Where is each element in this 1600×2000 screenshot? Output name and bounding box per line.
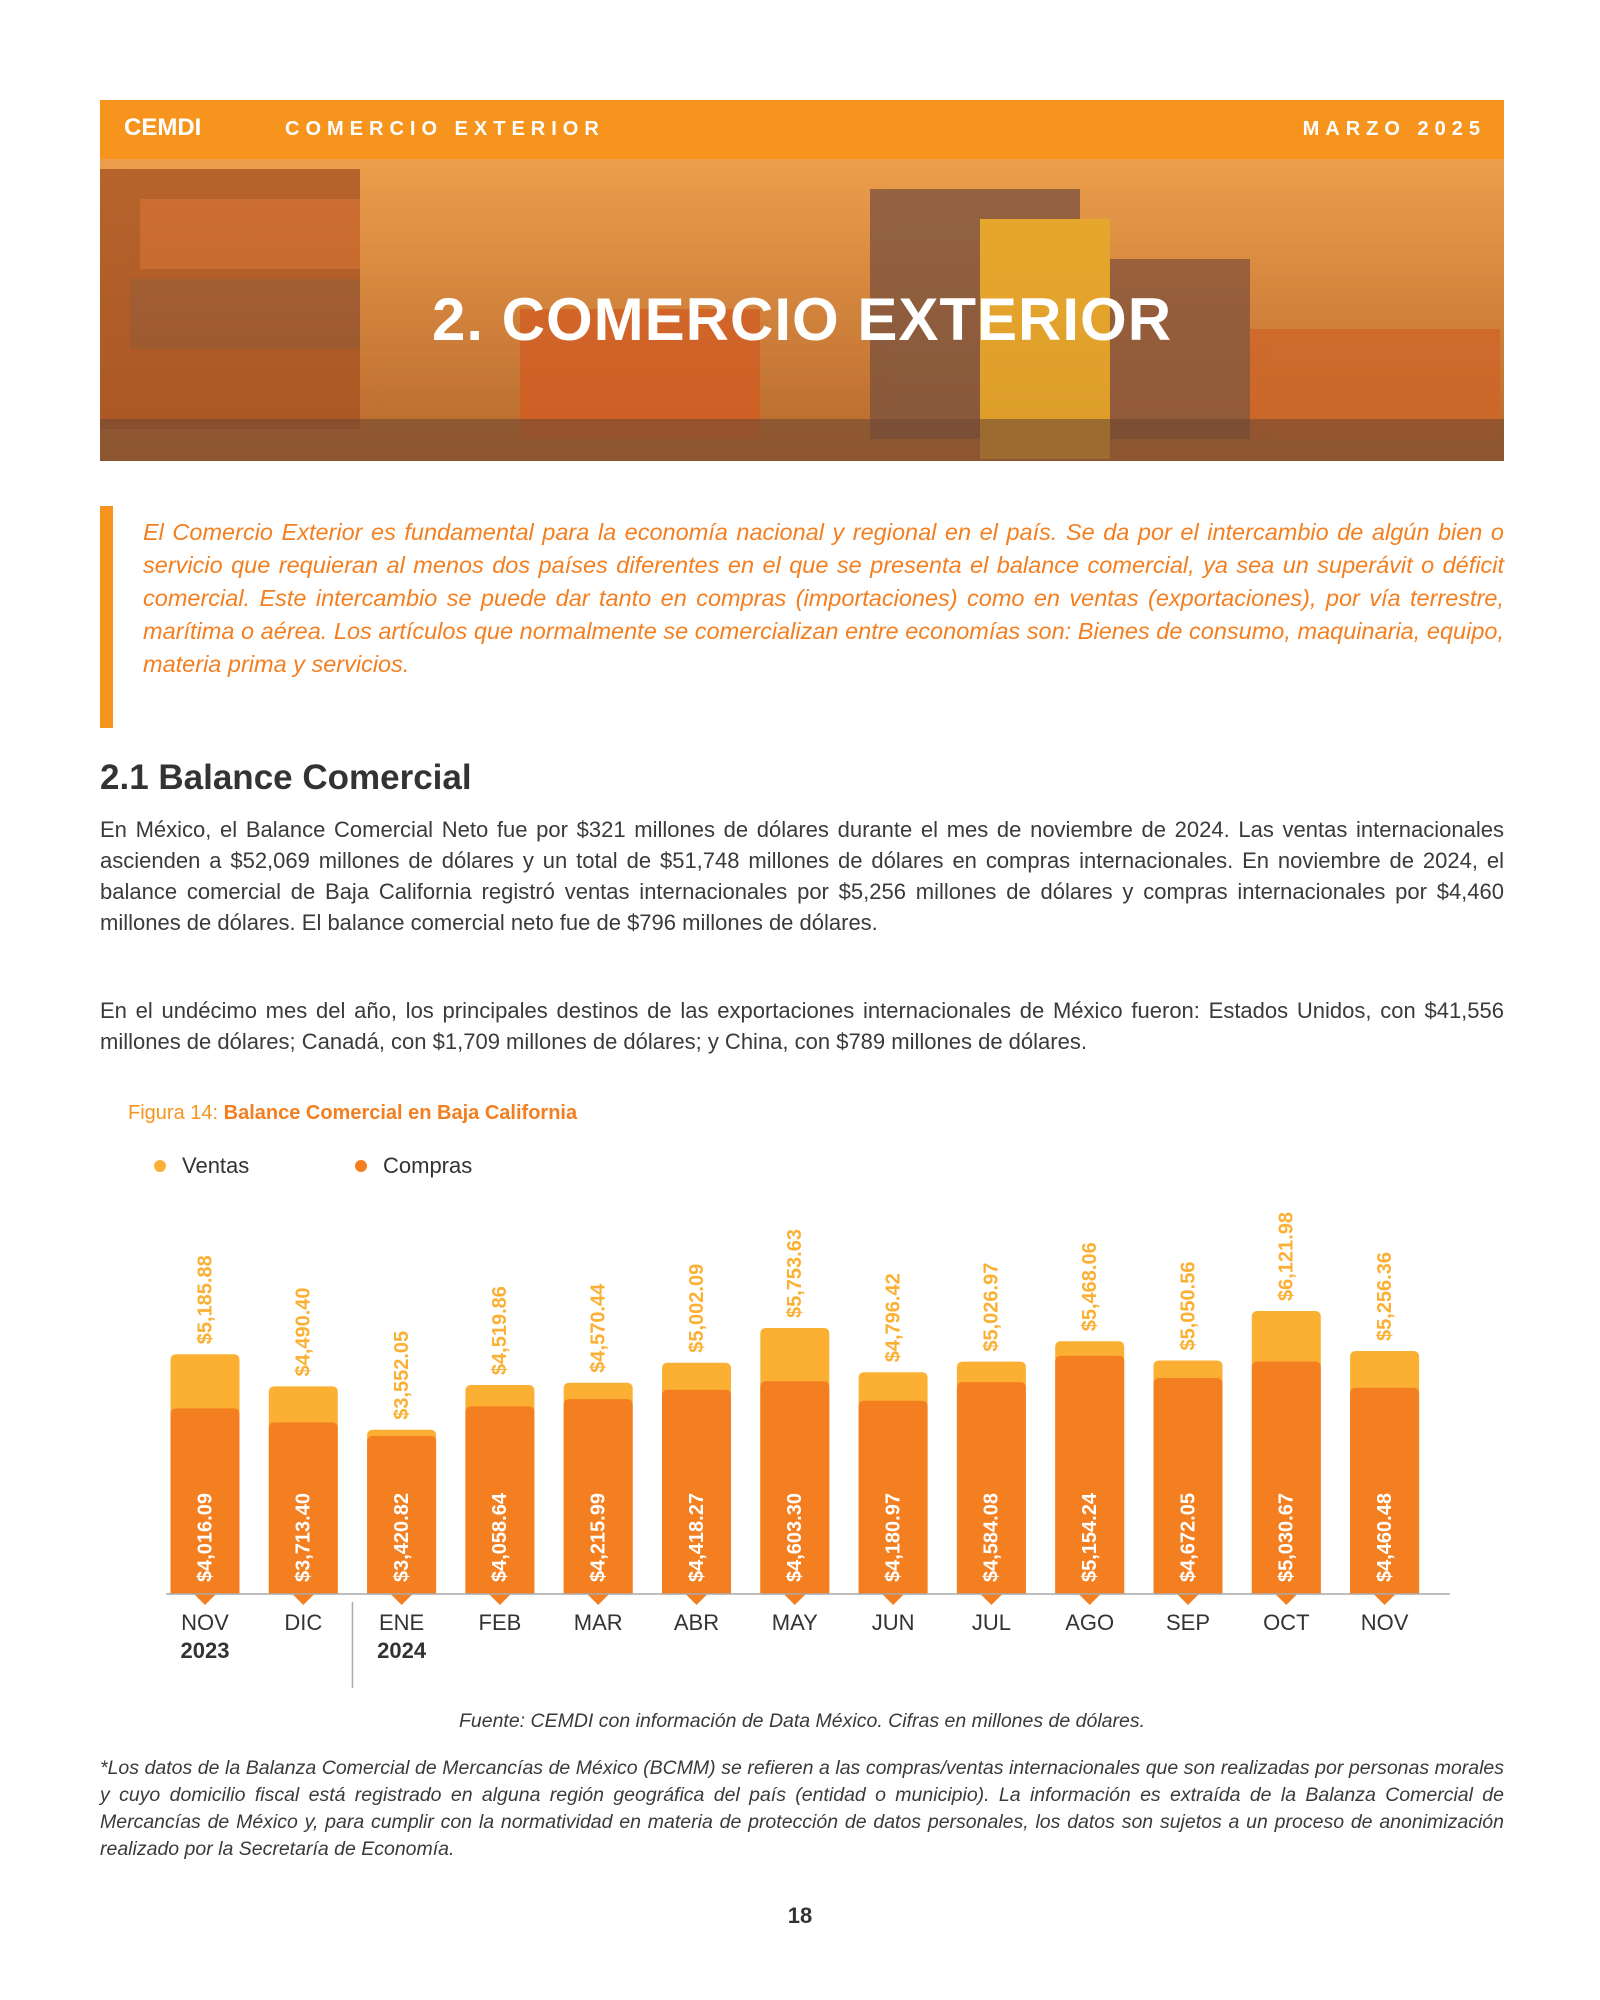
bar-pointer [488, 1594, 511, 1605]
legend-marker [154, 1160, 166, 1172]
quote-bar [100, 506, 113, 728]
value-label: $4,016.09 [194, 1493, 216, 1582]
logo: CEMDI [124, 114, 202, 141]
bar [1251, 1361, 1321, 1594]
source-note: Fuente: CEMDI con información de Data Mé… [458, 1710, 1146, 1732]
bar-pointer [292, 1594, 315, 1605]
bar-pointer [980, 1594, 1003, 1605]
bar [1350, 1387, 1420, 1594]
x-group-label: 2023 [181, 1638, 230, 1663]
x-tick-label: MAY [772, 1610, 818, 1635]
value-label: $4,796.42 [882, 1273, 904, 1362]
x-tick-label: JUN [872, 1610, 915, 1635]
value-label: $3,420.82 [391, 1493, 413, 1582]
footnote: *Los datos de la Balanza Comercial de Me… [100, 1757, 1504, 1860]
bar [956, 1382, 1026, 1594]
bar-pointer [390, 1594, 413, 1605]
bar [662, 1389, 731, 1594]
page-number: 18 [787, 1903, 813, 1928]
value-label: $5,468.06 [1079, 1242, 1101, 1331]
paragraph: En el undécimo mes del año, los principa… [100, 998, 1504, 1054]
value-label: $4,180.97 [882, 1493, 904, 1582]
value-label: $5,002.09 [686, 1264, 708, 1353]
bar-pointer [587, 1594, 610, 1605]
legend-label: Compras [383, 1153, 472, 1178]
value-label: $3,552.05 [391, 1331, 413, 1420]
bar [1055, 1355, 1125, 1594]
figure-label: Figura 14: [128, 1102, 219, 1124]
x-tick-label: FEB [479, 1610, 522, 1635]
x-tick-label: NOV [1361, 1610, 1409, 1635]
legend-marker [355, 1160, 367, 1172]
bar [268, 1422, 338, 1594]
value-label: $5,256.36 [1374, 1252, 1396, 1341]
bar [170, 1408, 240, 1594]
bar-pointer [882, 1594, 905, 1605]
value-label: $4,603.30 [784, 1493, 806, 1582]
value-label: $4,490.40 [293, 1287, 315, 1376]
figure-caption: Figura 14: Balance Comercial en Baja Cal… [128, 1102, 577, 1125]
x-tick-label: MAR [574, 1610, 623, 1635]
legend-label: Ventas [182, 1153, 249, 1178]
x-group-label: 2024 [377, 1638, 427, 1663]
value-label: $3,713.40 [293, 1493, 315, 1582]
value-label: $4,460.48 [1374, 1493, 1396, 1582]
bar [1153, 1378, 1223, 1594]
bar-pointer [194, 1594, 216, 1605]
bar-pointer [1275, 1594, 1298, 1605]
banner-image [100, 159, 1504, 461]
x-tick-label: ABR [674, 1610, 719, 1635]
value-label: $5,154.24 [1079, 1492, 1101, 1582]
intro-quote: El Comercio Exterior es fundamental para… [143, 519, 1504, 677]
bar-pointer [1177, 1594, 1199, 1605]
x-tick-label: OCT [1263, 1610, 1309, 1635]
header-date: MARZO 2025 [1302, 118, 1486, 140]
chart-title: Balance Comercial en Baja California [223, 1102, 578, 1124]
value-label: $5,185.88 [194, 1255, 216, 1344]
bar [858, 1400, 928, 1594]
value-label: $4,215.99 [587, 1493, 609, 1582]
bar [465, 1406, 535, 1594]
bar [563, 1399, 633, 1594]
x-tick-label: SEP [1166, 1610, 1210, 1635]
bar-pointer [685, 1594, 708, 1605]
x-tick-label: ENE [379, 1610, 424, 1635]
x-tick-label: DIC [284, 1610, 322, 1635]
header-bar: CEMDI COMERCIO EXTERIOR MARZO 2025 [100, 100, 1504, 159]
value-label: $4,519.86 [489, 1286, 511, 1375]
header-section: COMERCIO EXTERIOR [285, 118, 605, 140]
value-label: $4,584.08 [981, 1493, 1003, 1582]
value-label: $4,570.44 [587, 1283, 609, 1373]
x-tick-label: JUL [972, 1610, 1011, 1635]
chart: Ventas Compras $5,185.88 $4,016.09 NOV 2023 $4… [154, 1153, 1450, 1688]
bar-pointer [1078, 1594, 1101, 1605]
bar [367, 1435, 437, 1594]
section-heading: 2.1 Balance Comercial [100, 758, 472, 797]
x-tick-label: NOV [181, 1610, 229, 1635]
bar [760, 1381, 830, 1594]
value-label: $5,030.67 [1276, 1493, 1298, 1582]
paragraph: En México, el Balance Comercial Neto fue… [100, 817, 1504, 935]
banner-title: 2. COMERCIO EXTERIOR [431, 286, 1173, 353]
value-label: $6,121.98 [1276, 1212, 1298, 1301]
value-label: $4,058.64 [489, 1492, 511, 1582]
value-label: $4,672.05 [1177, 1493, 1199, 1582]
value-label: $5,753.63 [784, 1229, 806, 1318]
value-label: $5,050.56 [1177, 1262, 1199, 1351]
value-label: $4,418.27 [686, 1493, 708, 1582]
bar-pointer [783, 1594, 806, 1605]
bar-pointer [1373, 1594, 1396, 1605]
value-label: $5,026.97 [981, 1263, 1003, 1352]
x-tick-label: AGO [1065, 1610, 1114, 1635]
